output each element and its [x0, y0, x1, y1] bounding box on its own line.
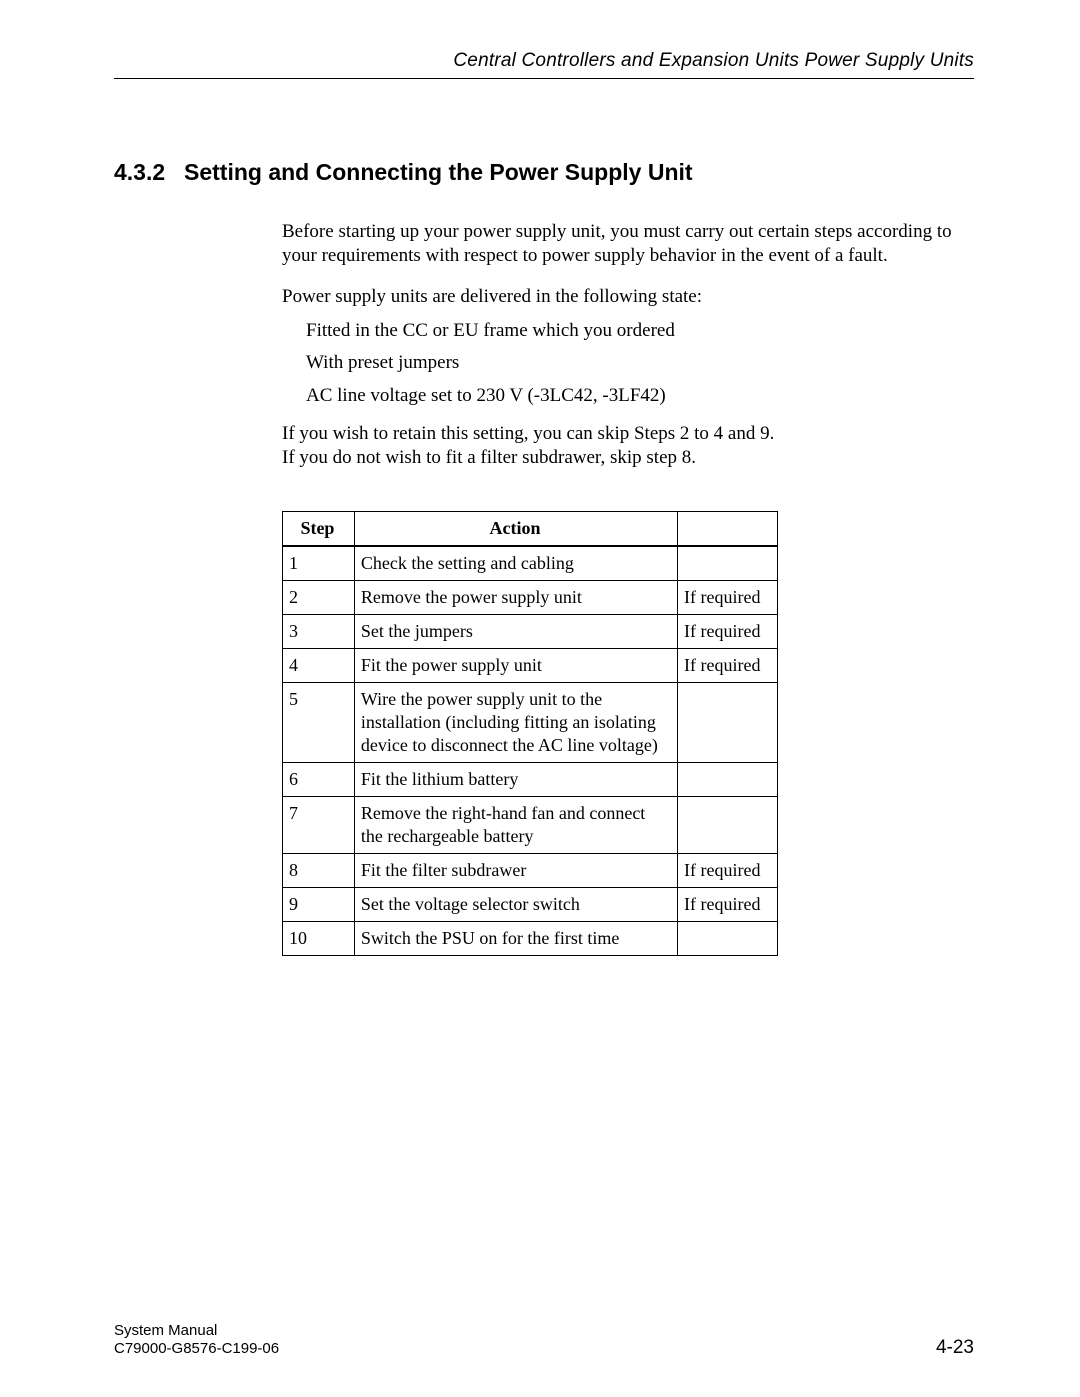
- list-item: AC line voltage set to 230 V (-3LC42, -3…: [306, 384, 974, 408]
- condition-cell: If required: [678, 614, 778, 648]
- condition-cell: [678, 546, 778, 581]
- page-footer: System Manual C79000-G8576-C199-06 4-23: [114, 1322, 974, 1360]
- body-text: Before starting up your power supply uni…: [282, 220, 974, 956]
- condition-cell: If required: [678, 853, 778, 887]
- table-row: 2Remove the power supply unitIf required: [283, 580, 778, 614]
- step-cell: 1: [283, 546, 355, 581]
- footer-line: System Manual: [114, 1322, 279, 1341]
- condition-cell: If required: [678, 580, 778, 614]
- step-cell: 7: [283, 796, 355, 853]
- skip-line: If you wish to retain this setting, you …: [282, 422, 974, 446]
- table-row: 3Set the jumpersIf required: [283, 614, 778, 648]
- list-item: Fitted in the CC or EU frame which you o…: [306, 319, 974, 343]
- action-cell: Check the setting and cabling: [354, 546, 677, 581]
- delivered-state-lead: Power supply units are delivered in the …: [282, 285, 974, 309]
- page-number: 4-23: [936, 1337, 974, 1359]
- step-cell: 8: [283, 853, 355, 887]
- list-item: With preset jumpers: [306, 351, 974, 375]
- table-row: 1Check the setting and cabling: [283, 546, 778, 581]
- section-heading: 4.3.2 Setting and Connecting the Power S…: [114, 159, 974, 186]
- condition-cell: [678, 796, 778, 853]
- step-cell: 2: [283, 580, 355, 614]
- step-cell: 3: [283, 614, 355, 648]
- action-cell: Remove the power supply unit: [354, 580, 677, 614]
- section-title: Setting and Connecting the Power Supply …: [184, 159, 974, 186]
- table-row: 9Set the voltage selector switchIf requi…: [283, 887, 778, 921]
- step-cell: 9: [283, 887, 355, 921]
- condition-cell: If required: [678, 648, 778, 682]
- action-cell: Fit the lithium battery: [354, 762, 677, 796]
- action-cell: Set the jumpers: [354, 614, 677, 648]
- action-cell: Set the voltage selector switch: [354, 887, 677, 921]
- col-header-action: Action: [354, 511, 677, 546]
- action-cell: Fit the power supply unit: [354, 648, 677, 682]
- condition-cell: [678, 921, 778, 955]
- step-cell: 4: [283, 648, 355, 682]
- action-cell: Wire the power supply unit to the instal…: [354, 682, 677, 762]
- condition-cell: If required: [678, 887, 778, 921]
- table-row: 10Switch the PSU on for the first time: [283, 921, 778, 955]
- table-row: 7Remove the right-hand fan and connect t…: [283, 796, 778, 853]
- table-row: 8Fit the filter subdrawerIf required: [283, 853, 778, 887]
- action-cell: Fit the filter subdrawer: [354, 853, 677, 887]
- condition-cell: [678, 682, 778, 762]
- table-row: 5Wire the power supply unit to the insta…: [283, 682, 778, 762]
- section-number: 4.3.2: [114, 159, 184, 186]
- footer-line: C79000-G8576-C199-06: [114, 1340, 279, 1359]
- step-cell: 6: [283, 762, 355, 796]
- table-header-row: Step Action: [283, 511, 778, 546]
- step-cell: 5: [283, 682, 355, 762]
- skip-instructions: If you wish to retain this setting, you …: [282, 422, 974, 471]
- steps-table: Step Action 1Check the setting and cabli…: [282, 511, 778, 956]
- action-cell: Switch the PSU on for the first time: [354, 921, 677, 955]
- table-row: 4Fit the power supply unitIf required: [283, 648, 778, 682]
- step-cell: 10: [283, 921, 355, 955]
- skip-line: If you do not wish to fit a filter subdr…: [282, 446, 974, 470]
- col-header-cond: [678, 511, 778, 546]
- condition-cell: [678, 762, 778, 796]
- table-row: 6Fit the lithium battery: [283, 762, 778, 796]
- col-header-step: Step: [283, 511, 355, 546]
- footer-doc-id: System Manual C79000-G8576-C199-06: [114, 1322, 279, 1360]
- running-head: Central Controllers and Expansion Units …: [114, 50, 974, 79]
- page-content: Central Controllers and Expansion Units …: [114, 50, 974, 956]
- action-cell: Remove the right-hand fan and connect th…: [354, 796, 677, 853]
- intro-paragraph: Before starting up your power supply uni…: [282, 220, 974, 269]
- delivered-state-list: Fitted in the CC or EU frame which you o…: [282, 319, 974, 408]
